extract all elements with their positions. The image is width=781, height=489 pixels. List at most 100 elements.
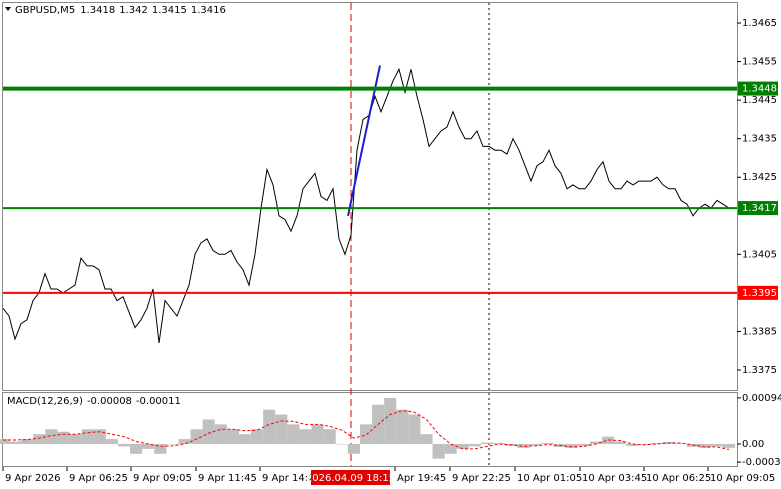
y-tick-label: 1.3435	[742, 134, 777, 145]
y-tick-label: 1.3375	[742, 365, 777, 376]
macd-value: -0.00008	[87, 396, 132, 407]
y-tick-label: 1.3445	[742, 95, 777, 106]
symbol: GBPUSD,M5	[15, 5, 75, 16]
macd-bar	[468, 443, 481, 447]
signal-value: -0.00011	[136, 396, 181, 407]
x-tick-label: 9 Apr 06:25	[69, 473, 128, 484]
macd-bar	[577, 443, 590, 446]
macd-bar	[384, 397, 397, 444]
macd-bar	[456, 443, 469, 449]
level-label: 1.3395	[742, 288, 777, 299]
level-label: 1.3448	[742, 84, 777, 95]
macd-bar	[57, 431, 70, 444]
x-tick-label: Apr 19:45	[397, 473, 446, 484]
macd-bar	[335, 443, 348, 445]
header-icon	[5, 7, 11, 11]
macd-bar	[93, 429, 106, 444]
macd-bar	[347, 443, 360, 454]
macd-bar	[517, 443, 530, 448]
macd-bar	[130, 443, 143, 454]
x-tick-label: 10 Apr 09:05	[710, 473, 775, 484]
macd-bar	[493, 442, 506, 444]
header: GBPUSD,M5 1.3418 1.342 1.3415 1.3416	[15, 5, 226, 16]
macd-bar	[202, 419, 215, 444]
macd-bar	[105, 439, 118, 444]
macd-bar	[21, 439, 34, 444]
x-tick-label: 9 Apr 22:25	[452, 473, 511, 484]
x-tick-label: 9 Apr 11:45	[198, 473, 257, 484]
macd-bar	[81, 429, 94, 444]
x-tick-label: 10 Apr 01:05	[517, 473, 582, 484]
macd-bar	[432, 443, 445, 459]
signal-line	[3, 410, 730, 450]
level-label-box	[738, 81, 778, 96]
macd-bar	[33, 434, 46, 444]
macd-bar	[359, 424, 373, 444]
low: 1.3415	[152, 5, 187, 16]
macd-title: MACD(12,26,9)	[7, 396, 83, 407]
high: 1.342	[119, 5, 148, 16]
close: 1.3416	[191, 5, 226, 16]
open: 1.3418	[80, 5, 115, 16]
x-tick-label: 9 Apr 09:05	[133, 473, 192, 484]
y2-tick-label: 0.00	[742, 439, 764, 450]
level-label: 1.3417	[742, 203, 777, 214]
x-tick-label: 10 Apr 06:25	[646, 473, 711, 484]
macd-header: MACD(12,26,9) -0.00008 -0.00011	[7, 396, 181, 407]
macd-bar	[710, 443, 723, 447]
macd-bar	[190, 429, 203, 444]
y-tick-label: 1.3425	[742, 172, 777, 183]
macd-bar	[565, 443, 578, 448]
x-tick-label: 9 Apr 2026	[5, 473, 60, 484]
y2-tick-label: 0.00094	[742, 393, 781, 404]
macd-bar	[0, 439, 10, 444]
macd-bar	[263, 409, 276, 444]
macd-bar	[323, 429, 336, 444]
macd-bar	[614, 441, 627, 444]
macd-bar	[69, 434, 82, 444]
x-tick-label: 10 Apr 03:45	[582, 473, 647, 484]
price-panel	[2, 2, 738, 391]
macd-bar	[650, 442, 663, 444]
macd-bar	[299, 429, 312, 444]
macd-bar	[444, 443, 457, 454]
y-tick-label: 1.3405	[742, 249, 777, 260]
macd-bar	[275, 414, 288, 444]
y-tick-label: 1.3465	[742, 18, 777, 29]
level-label-box	[738, 201, 778, 216]
macd-bar	[178, 439, 191, 444]
y2-tick-label: -0.00037	[742, 457, 781, 468]
y-tick-label: 1.3455	[742, 57, 777, 68]
macd-bar	[541, 442, 554, 444]
macd-bar	[154, 443, 167, 454]
macd-bar	[601, 436, 615, 444]
macd-bar	[9, 441, 22, 444]
y-tick-label: 1.3385	[742, 326, 777, 337]
macd-bar	[698, 443, 711, 448]
macd-bar	[142, 443, 155, 449]
crosshair-label: 2026.04.09 18:15	[306, 473, 395, 484]
macd-bar	[420, 434, 433, 444]
macd-bar	[686, 443, 699, 447]
macd-bar	[529, 443, 542, 446]
x-tick-label: 9 Apr 14:25	[262, 473, 321, 484]
macd-bar	[626, 443, 639, 446]
macd-bar	[226, 429, 239, 444]
macd-bar	[238, 434, 252, 444]
level-label-box	[738, 285, 778, 300]
macd-bar	[408, 414, 421, 444]
price-line	[2, 67, 730, 344]
macd-bar	[589, 441, 602, 444]
macd-bar	[287, 424, 300, 444]
macd-bar	[311, 424, 324, 444]
macd-bar	[166, 443, 179, 445]
macd-bar	[251, 429, 264, 444]
macd-bar	[480, 442, 494, 444]
crosshair-label-box	[311, 470, 390, 485]
macd-bar	[396, 409, 409, 444]
macd-bar	[214, 424, 227, 444]
macd-bar	[722, 443, 736, 448]
macd-bar	[674, 443, 687, 444]
